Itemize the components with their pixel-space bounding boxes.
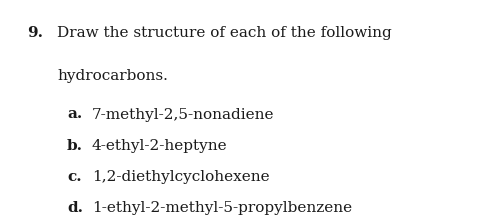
Text: c.: c. [67,170,82,184]
Text: a.: a. [67,108,83,121]
Text: 4-ethyl-2-heptyne: 4-ethyl-2-heptyne [92,139,228,153]
Text: hydrocarbons.: hydrocarbons. [57,69,168,83]
Text: Draw the structure of each of the following: Draw the structure of each of the follow… [57,26,392,40]
Text: 9.: 9. [27,26,43,40]
Text: 7-methyl-2,5-nonadiene: 7-methyl-2,5-nonadiene [92,108,274,121]
Text: 1,2-diethylcyclohexene: 1,2-diethylcyclohexene [92,170,269,184]
Text: b.: b. [67,139,83,153]
Text: 1-ethyl-2-methyl-5-propylbenzene: 1-ethyl-2-methyl-5-propylbenzene [92,201,352,215]
Text: d.: d. [67,201,83,215]
